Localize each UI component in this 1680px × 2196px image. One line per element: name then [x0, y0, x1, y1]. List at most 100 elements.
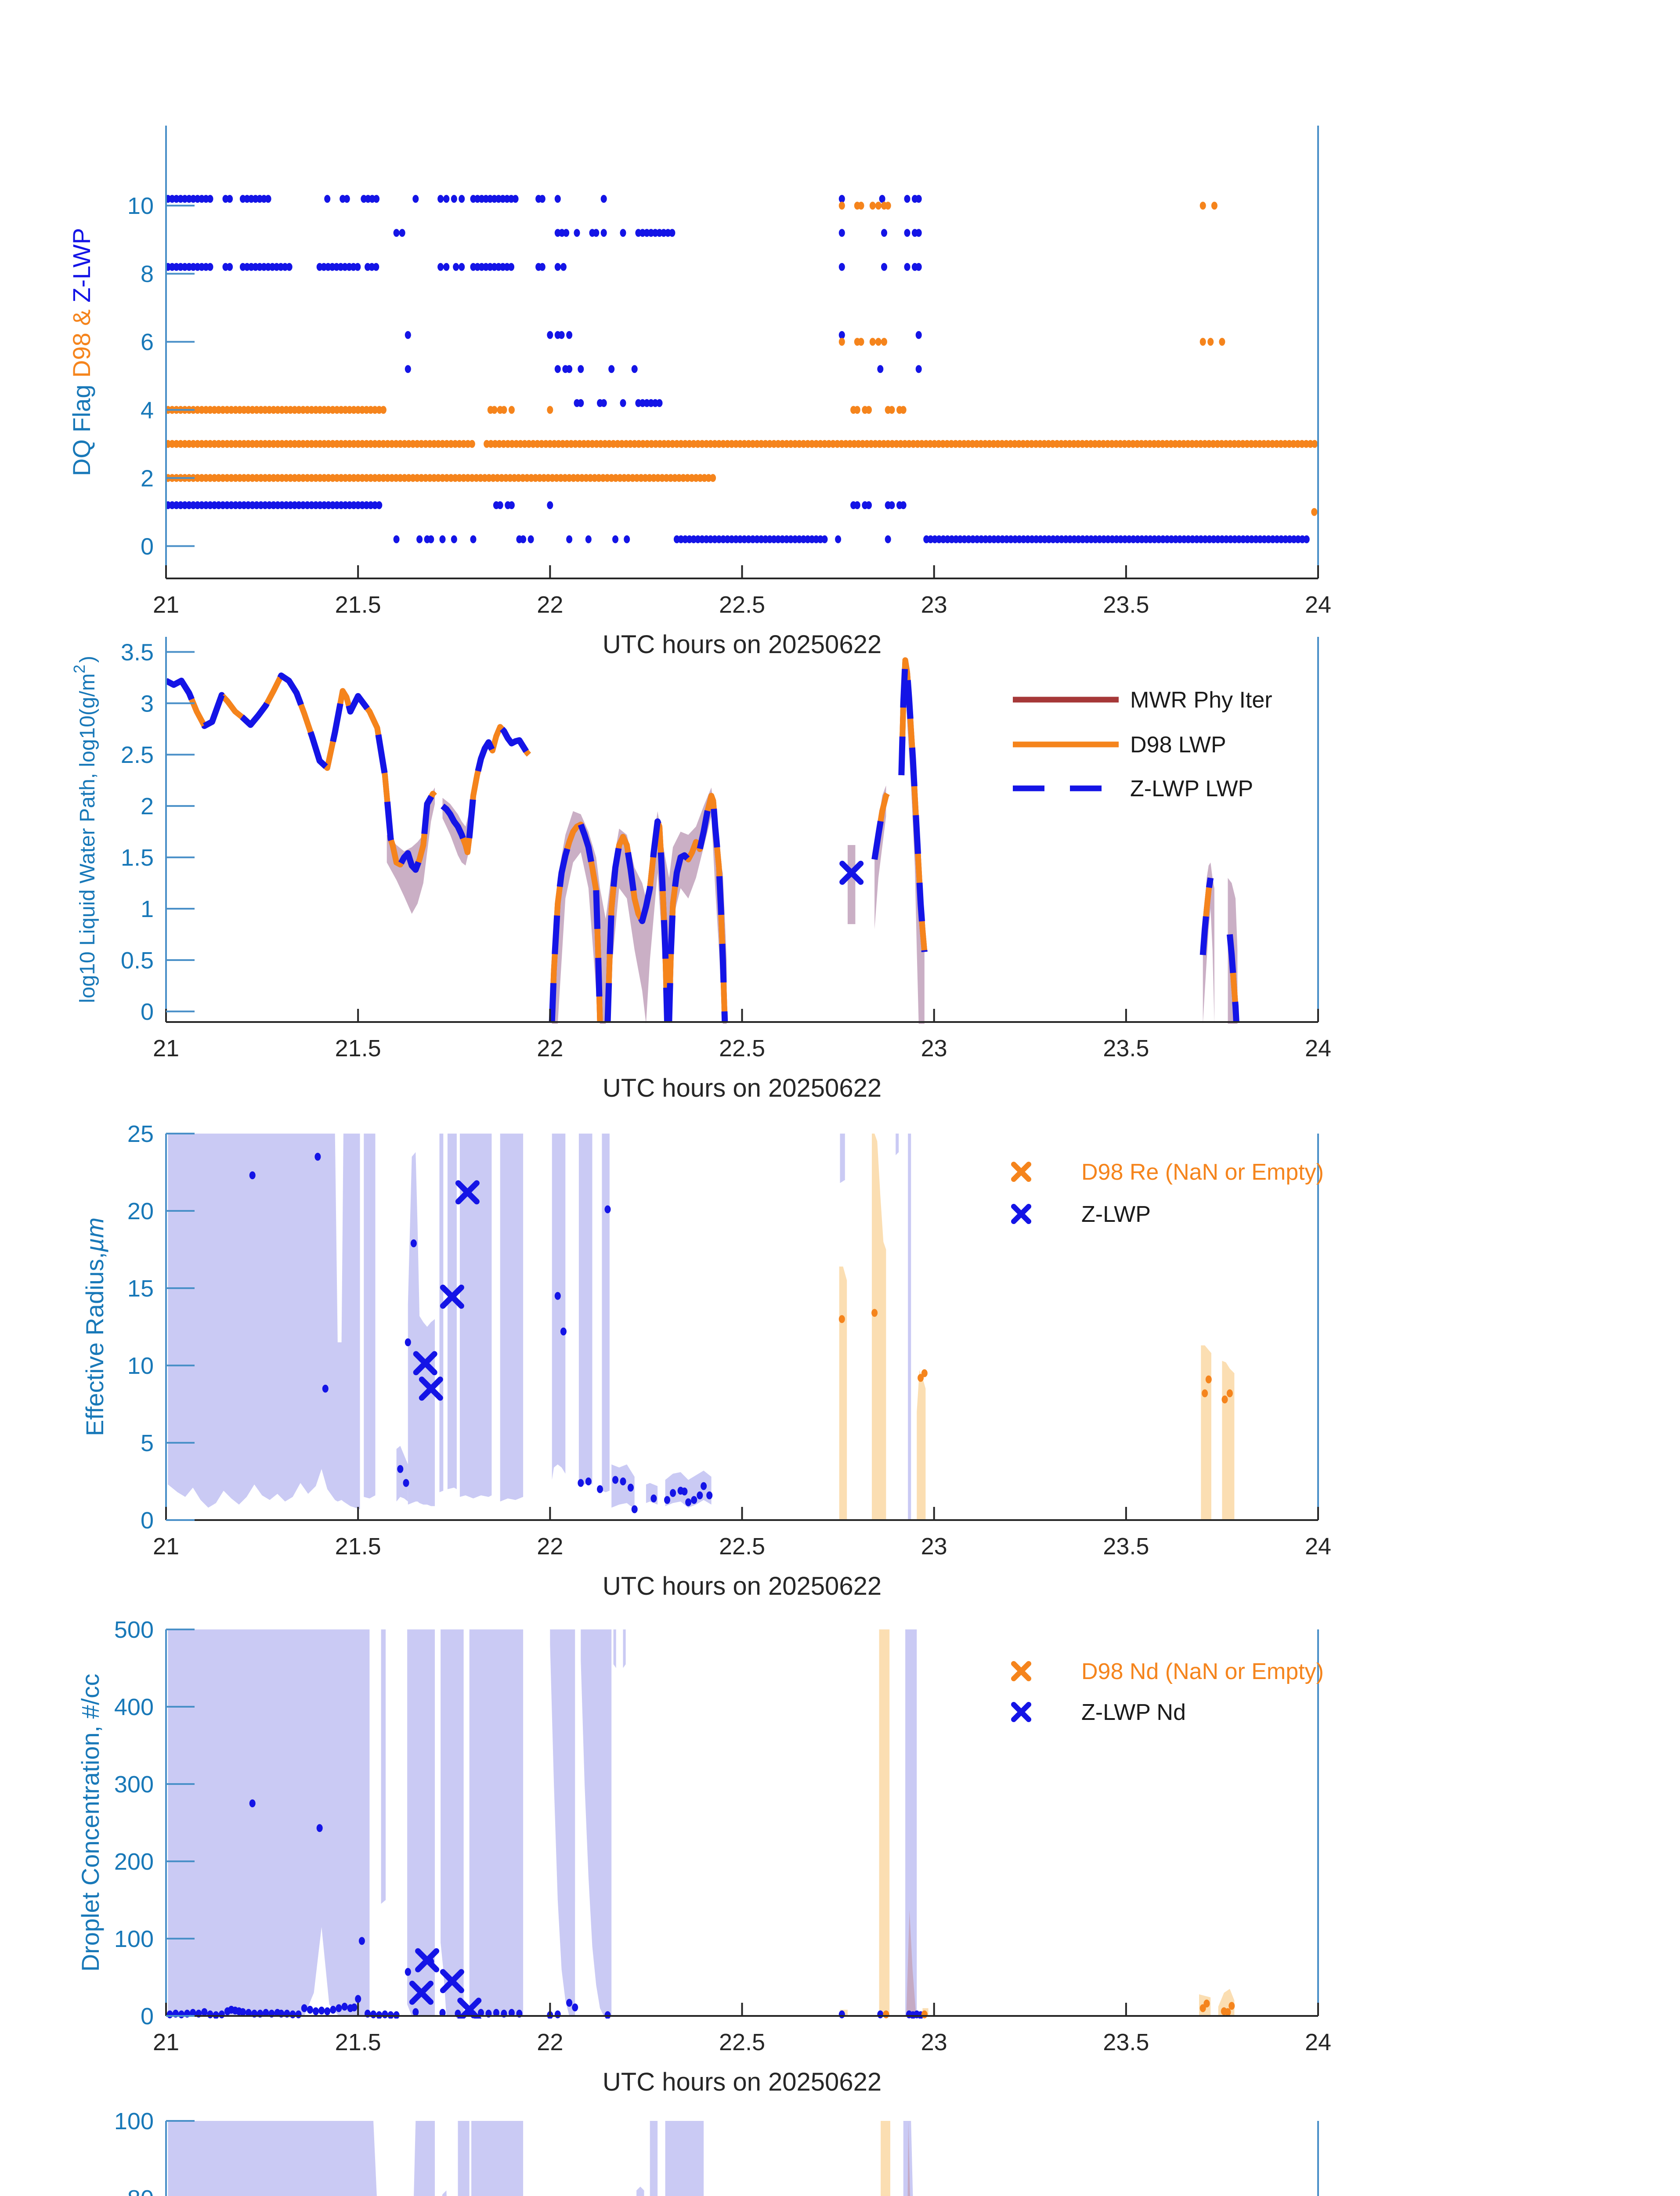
data-point — [228, 440, 235, 448]
data-point — [1029, 535, 1035, 543]
data-point — [355, 474, 361, 482]
data-point — [1084, 535, 1090, 543]
data-point — [858, 338, 864, 346]
data-point — [220, 501, 226, 509]
data-point — [918, 1374, 924, 1382]
data-point — [325, 501, 332, 509]
data-point — [821, 535, 828, 543]
data-point — [585, 440, 591, 448]
data-point — [1199, 2004, 1206, 2012]
effective-radius-band — [602, 1134, 610, 1492]
y-tick-label: 20 — [127, 1198, 154, 1224]
data-point — [486, 474, 492, 482]
data-point — [1033, 535, 1040, 543]
data-point — [690, 440, 697, 448]
data-point — [805, 535, 811, 543]
legend-label: Z-LWP Nd — [1081, 1700, 1186, 1725]
data-point — [343, 195, 350, 203]
data-point — [881, 263, 887, 271]
data-point — [334, 406, 340, 414]
data-point — [207, 195, 213, 203]
data-point — [869, 338, 876, 346]
data-point — [974, 535, 980, 543]
data-point — [515, 474, 522, 482]
data-point — [883, 2010, 889, 2019]
lwp-line-z-lwp-lwp — [1199, 877, 1214, 955]
data-point — [236, 474, 243, 482]
y-tick-label: 8 — [141, 261, 154, 287]
data-point — [701, 474, 708, 482]
data-point — [1066, 440, 1073, 448]
data-point — [621, 474, 628, 482]
x-tick-label: 22.5 — [719, 1035, 765, 1062]
data-point — [451, 535, 457, 543]
x-marker — [839, 860, 864, 885]
data-point — [527, 535, 534, 543]
data-point — [321, 406, 328, 414]
lwp-line-d98-lwp — [549, 821, 603, 1022]
data-point — [287, 474, 294, 482]
data-point — [1067, 535, 1073, 543]
data-point — [893, 440, 900, 448]
data-point — [771, 535, 777, 543]
droplet-concentration-ylabel: Droplet Concentration, #/cc — [76, 1674, 104, 1972]
x-marker — [415, 1948, 440, 1972]
data-point — [405, 331, 411, 339]
droplet-concentration-legend: D98 Nd (NaN or Empty) Z-LWP Nd — [1011, 1659, 1324, 1725]
data-point — [678, 535, 684, 543]
data-point — [889, 501, 895, 509]
data-point — [1221, 1395, 1228, 1404]
data-point — [258, 474, 264, 482]
data-point — [1202, 1389, 1208, 1398]
x-marker — [413, 1351, 437, 1376]
data-point — [775, 535, 781, 543]
data-point — [169, 195, 175, 203]
data-point — [1286, 440, 1293, 448]
data-point — [166, 2010, 173, 2019]
data-point — [669, 229, 676, 237]
data-point — [1113, 440, 1120, 448]
data-point — [275, 440, 281, 448]
data-point — [897, 440, 904, 448]
data-point — [244, 195, 250, 203]
data-point — [1058, 440, 1065, 448]
data-point — [1155, 440, 1162, 448]
data-point — [296, 501, 302, 509]
dq-flag-xlabel: UTC hours on 20250622 — [603, 630, 882, 659]
data-point — [363, 406, 370, 414]
data-point — [728, 535, 735, 543]
data-point — [673, 440, 680, 448]
data-point — [393, 440, 399, 448]
data-point — [491, 406, 498, 414]
data-point — [656, 229, 663, 237]
data-point — [207, 501, 213, 509]
x-tick-label: 21 — [153, 1533, 179, 1560]
data-point — [359, 474, 365, 482]
effective-radius-band — [364, 1134, 376, 1499]
data-point — [953, 535, 959, 543]
data-point — [915, 365, 922, 373]
x-marker — [455, 1180, 480, 1205]
data-point — [241, 440, 247, 448]
data-point — [355, 501, 361, 509]
subplot-effective-radius: 21 21.5 22 22.5 23 23.5 24 0 5 10 15 20 25 UTC hours … — [81, 1121, 1331, 1600]
data-point — [1105, 535, 1111, 543]
data-point — [838, 331, 845, 339]
data-point — [304, 474, 311, 482]
data-point — [1050, 535, 1056, 543]
data-point — [629, 474, 636, 482]
data-point — [783, 535, 790, 543]
data-point — [1151, 535, 1158, 543]
data-point — [578, 365, 584, 373]
data-point — [215, 501, 222, 509]
data-point — [336, 2004, 342, 2012]
data-point — [490, 474, 496, 482]
data-point — [1269, 535, 1276, 543]
data-point — [316, 1824, 323, 1832]
data-point — [365, 263, 371, 271]
data-point — [202, 263, 209, 271]
data-point — [600, 195, 607, 203]
data-point — [477, 474, 484, 482]
data-point — [283, 474, 289, 482]
legend-x-marker — [1011, 1204, 1031, 1224]
